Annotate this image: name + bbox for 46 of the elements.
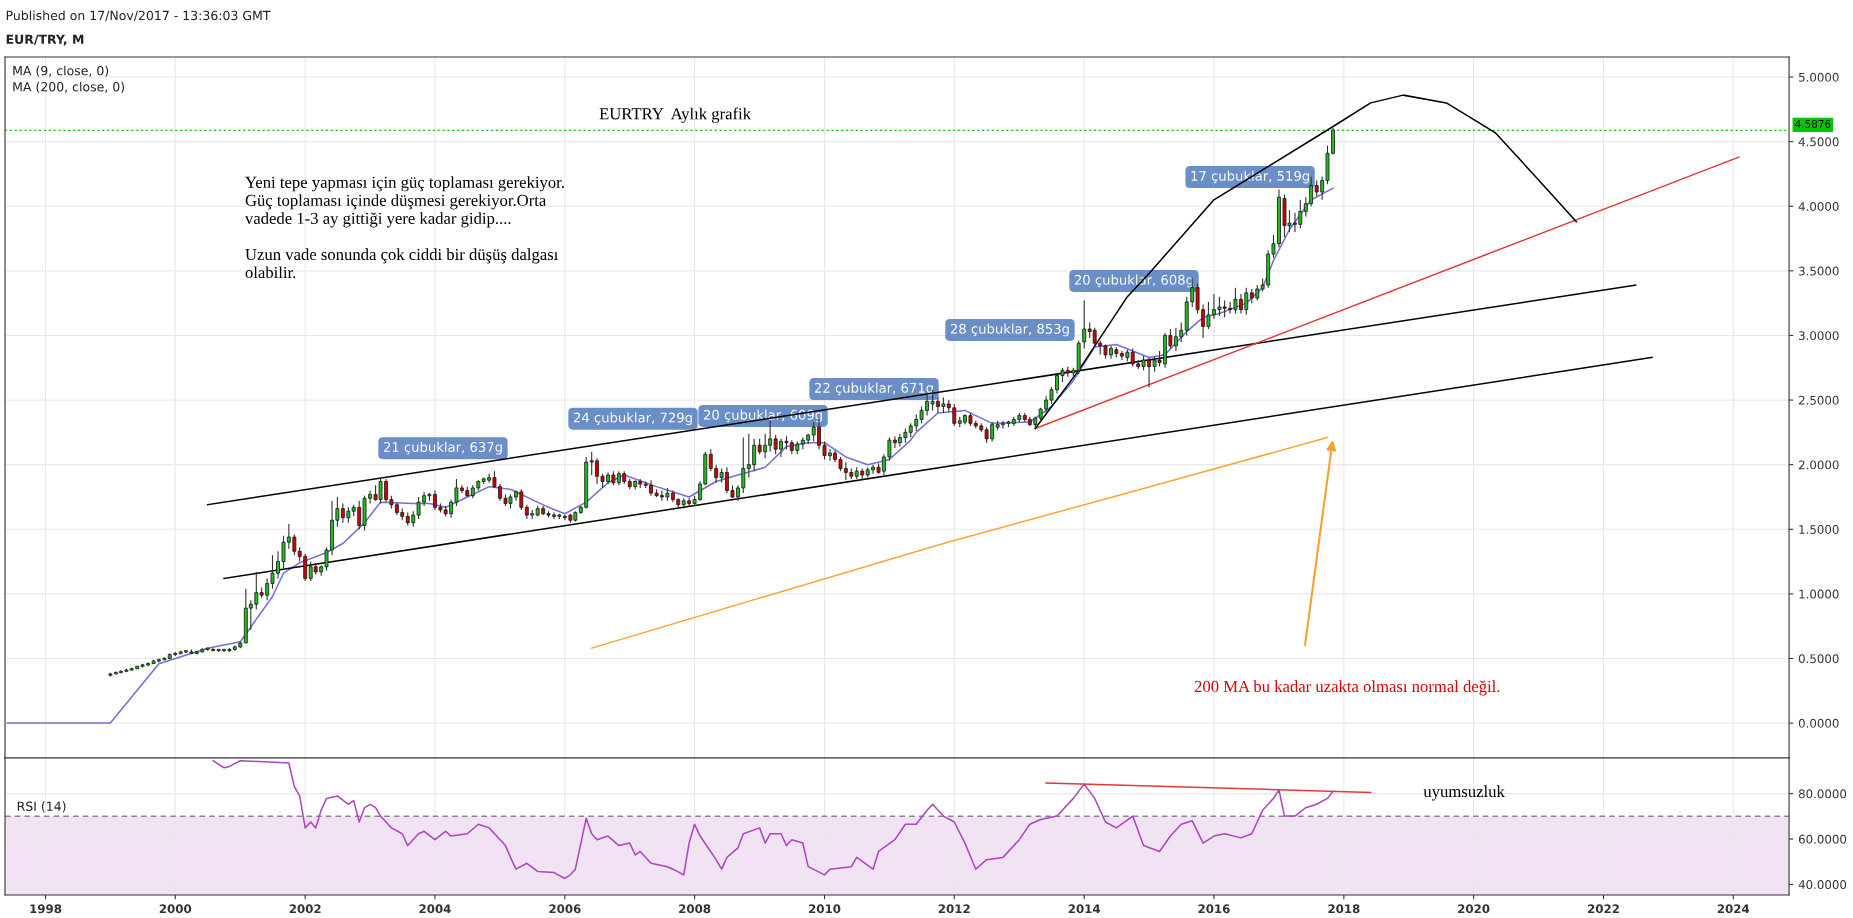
annotation: 200 MA bu kadar uzakta olması normal değil.: [1194, 680, 1500, 696]
x-tick-label: 2006: [549, 904, 581, 914]
y-tick-label: 3.5000: [1799, 266, 1839, 276]
line-series: [590, 436, 1329, 649]
y-tick-label: 60.0000: [1798, 834, 1847, 844]
x-tick-label: 2024: [1717, 904, 1750, 914]
text: Yeni tepe yapması için güç toplaması gerekiyor. Güç toplaması içinde düşmesi gerekiyor.Orta vadede 1-3 ay gittiği yere kadar gidip.... Uzun vade sonunda çok ciddi bir düşüş dalgası olabilir.: [244, 176, 564, 279]
y-tick-label: 3.0000: [1799, 331, 1839, 341]
y-tick-label: 40.0000: [1798, 880, 1847, 890]
x-tick-label: 2018: [1328, 904, 1360, 914]
x-tick-label: 2008: [679, 904, 711, 914]
annotation: MA (9, close, 0): [13, 65, 109, 77]
x-tick-label: 2010: [809, 904, 841, 914]
annotation: EURTRY Aylık grafik: [599, 107, 752, 123]
candlestick: [1082, 300, 1087, 349]
annotation: uyumsuzluk: [1423, 785, 1505, 801]
y-tick-label: 4.5000: [1798, 137, 1839, 147]
annotation: 28 çubuklar, 853g: [950, 323, 1069, 337]
y-tick-label: 0.5000: [1798, 654, 1839, 664]
y-tick-label: 2.0000: [1798, 460, 1839, 470]
annotation: RSI (14): [17, 801, 66, 813]
x-tick-label: 2004: [419, 904, 451, 914]
x-tick-label: 1998: [30, 904, 62, 914]
x-tick-label: 2016: [1198, 904, 1230, 914]
x-tick-label: 2014: [1068, 904, 1101, 914]
y-tick-label: 1.0000: [1799, 589, 1839, 599]
y-tick-label: 0.0000: [1798, 718, 1839, 728]
ref-line-label: 4.5876: [1795, 119, 1831, 128]
y-tick-label: 2.5000: [1798, 395, 1839, 405]
line-series: [212, 759, 1334, 880]
x-tick-label: 2020: [1458, 904, 1490, 914]
x-tick-label: 2002: [289, 904, 321, 914]
x-tick-label: 2000: [159, 904, 192, 914]
annotation: 24 çubuklar, 729g: [573, 412, 692, 426]
y-tick-label: 80.0000: [1798, 789, 1847, 799]
chart-subtitle: Published on 17/Nov/2017 - 13:36:03 GMT: [6, 10, 271, 22]
y-tick-label: 5.0000: [1799, 72, 1839, 82]
x-tick-label: 2022: [1588, 904, 1619, 914]
annotation: 21 çubuklar, 637g: [383, 441, 502, 455]
annotation: 22 çubuklar, 671g: [814, 382, 933, 396]
annotation: 20 çubuklar, 609g: [703, 409, 822, 423]
annotation: MA (200, close, 0): [13, 81, 125, 93]
y-tick-label: 1.5000: [1799, 525, 1839, 534]
x-tick-label: 2012: [938, 904, 970, 914]
y-tick-label: 4.0000: [1798, 201, 1839, 211]
chart-title: EUR/TRY, M: [6, 34, 84, 46]
